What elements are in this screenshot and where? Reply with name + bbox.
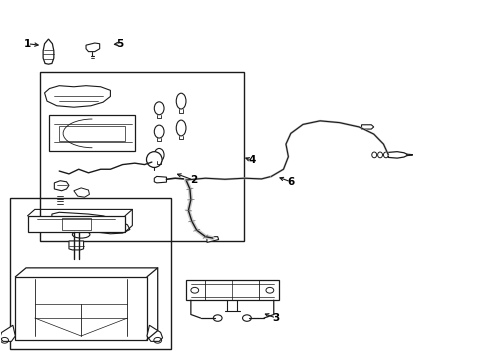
Text: 1: 1 [24, 39, 31, 49]
Bar [185, 280, 278, 300]
Polygon shape [69, 241, 83, 250]
Bar [10, 198, 171, 348]
Ellipse shape [154, 125, 163, 138]
Polygon shape [52, 212, 130, 234]
Polygon shape [0, 325, 15, 341]
Text: 4: 4 [247, 155, 255, 165]
Bar [59, 126, 125, 140]
Ellipse shape [176, 93, 185, 109]
Bar [40, 72, 244, 241]
Polygon shape [154, 176, 166, 183]
Polygon shape [406, 154, 412, 156]
Ellipse shape [154, 148, 163, 161]
Polygon shape [54, 181, 69, 191]
Polygon shape [43, 39, 54, 64]
Polygon shape [86, 43, 100, 51]
Bar [15, 277, 147, 339]
Text: 3: 3 [272, 313, 279, 323]
Ellipse shape [72, 231, 90, 238]
Text: 2: 2 [189, 175, 197, 185]
Ellipse shape [176, 120, 185, 136]
Text: 5: 5 [116, 39, 123, 49]
Polygon shape [387, 152, 406, 158]
Polygon shape [206, 237, 218, 242]
Bar [49, 116, 135, 151]
Polygon shape [361, 125, 373, 129]
Polygon shape [147, 325, 162, 341]
Bar [27, 216, 125, 232]
Polygon shape [74, 188, 89, 197]
Polygon shape [44, 86, 110, 107]
Text: 6: 6 [286, 177, 294, 187]
Ellipse shape [146, 152, 162, 167]
Ellipse shape [154, 102, 163, 115]
